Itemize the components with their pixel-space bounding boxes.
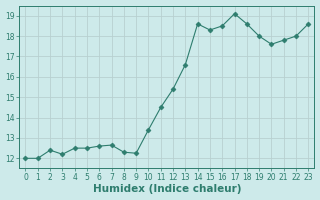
X-axis label: Humidex (Indice chaleur): Humidex (Indice chaleur) — [93, 184, 241, 194]
